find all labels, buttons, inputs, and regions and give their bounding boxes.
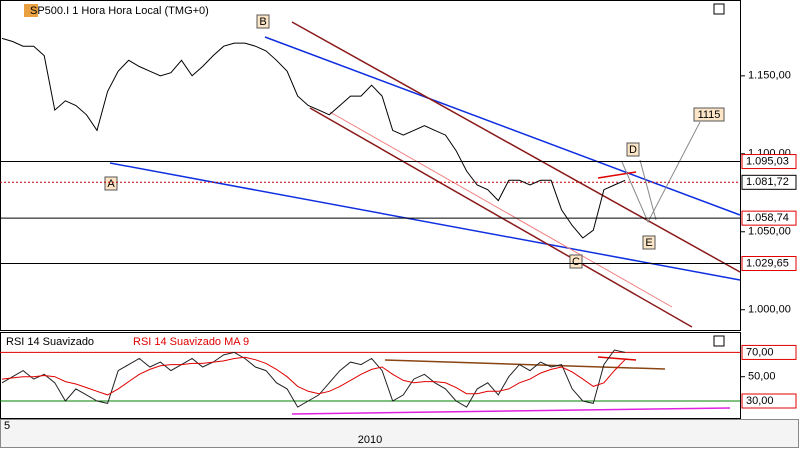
level-label-box — [741, 210, 797, 226]
level-label: 1.058,74 — [746, 212, 789, 224]
level-label-box — [741, 154, 797, 170]
y-tick-label: 1.000,00 — [748, 304, 791, 316]
trend-lines — [109, 21, 741, 415]
level-label: 1.095,03 — [746, 155, 789, 167]
y-tick-label: 50,00 — [748, 371, 776, 383]
level-label-box — [741, 344, 797, 360]
rsi-panel — [0, 332, 741, 419]
time-axis — [0, 419, 799, 448]
maximize[interactable] — [713, 335, 725, 347]
x-tick-label: 5 — [4, 420, 10, 432]
y-tick-label: 1.150,00 — [748, 70, 791, 82]
level-label-box — [741, 255, 797, 271]
maximize[interactable] — [713, 3, 725, 15]
y-tick-label: 1.050,00 — [748, 226, 791, 238]
logo — [24, 4, 38, 17]
series-line — [1, 349, 626, 408]
chart-title[interactable]: SP500.I 1 Hora Hora Local (TMG+0) — [30, 5, 209, 17]
level-label-box — [741, 393, 797, 409]
annotations: A B C D E 1115 — [104, 14, 725, 269]
x-tick-label: 2010 — [358, 434, 382, 446]
annotation: A — [107, 178, 115, 190]
legend-entry[interactable]: RSI 14 Suavizado — [6, 336, 94, 348]
level-label: 1.081,72 — [746, 176, 789, 188]
series-line — [1, 356, 626, 396]
level-label: 1.029,65 — [746, 257, 789, 269]
legend-entry[interactable]: RSI 14 Suavizado MA 9 — [133, 336, 249, 348]
level-label: 70,00 — [746, 346, 774, 358]
price-panel — [0, 0, 741, 331]
annotation: D — [629, 144, 637, 156]
annotation: E — [645, 237, 652, 249]
level-label: 30,00 — [746, 395, 774, 407]
series-line — [1, 37, 626, 239]
annotation: C — [572, 256, 580, 268]
annotation: 1115 — [698, 109, 721, 121]
level-label-box — [741, 174, 797, 190]
annotation: B — [259, 16, 266, 28]
